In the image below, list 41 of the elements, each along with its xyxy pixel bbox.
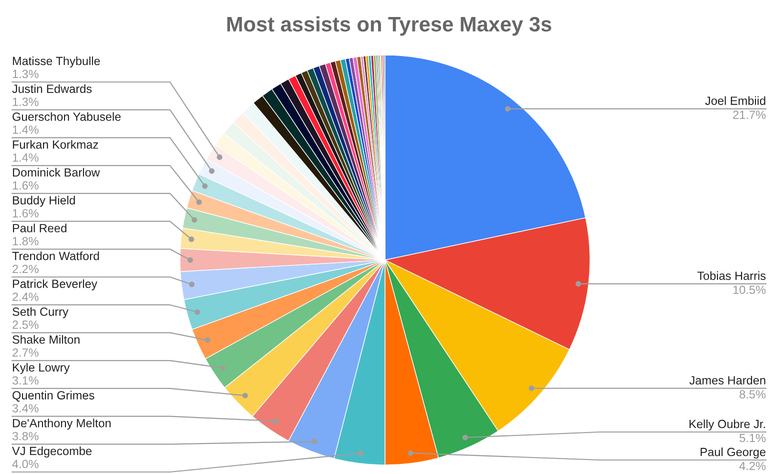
- data-label: 21.7%: [733, 110, 766, 119]
- slice-label: Paul Reed: [12, 224, 66, 232]
- slice-label: Guerschon Yabusele: [12, 112, 121, 121]
- slice-label: Matisse Thybulle: [12, 56, 100, 68]
- slice-label: Paul George: [700, 447, 766, 459]
- slice-label: Trendon Watford: [12, 251, 99, 260]
- slice-label: Tobias Harris: [697, 271, 766, 280]
- data-label: 2.4%: [12, 292, 38, 301]
- data-label: 10.5%: [733, 286, 766, 294]
- data-label: 1.4%: [12, 153, 38, 162]
- slice-label: Patrick Beverley: [12, 279, 98, 290]
- data-label: 1.6%: [12, 181, 38, 190]
- slice-label: Kelly Oubre Jr.: [690, 419, 765, 431]
- slice-label: Justin Edwards: [12, 84, 92, 94]
- data-label: 3.1%: [12, 376, 38, 385]
- data-label: 8.5%: [740, 390, 766, 398]
- slice-label: De'Anthony Melton: [12, 418, 111, 430]
- data-label: 1.3%: [12, 70, 38, 78]
- chart-title: Most assists on Tyrese Maxey 3s: [227, 16, 552, 36]
- data-label: 1.6%: [12, 209, 38, 218]
- data-label: 1.3%: [12, 98, 38, 106]
- slice-label: Buddy Hield: [12, 196, 75, 207]
- data-label: 1.8%: [12, 236, 38, 246]
- slice-label: Quentin Grimes: [12, 390, 94, 402]
- data-label: 2.7%: [12, 348, 38, 357]
- slice-label: Dominick Barlow: [12, 168, 100, 177]
- slice-label: Kyle Lowry: [12, 362, 70, 374]
- data-label: 1.4%: [12, 126, 38, 134]
- data-label: 2.2%: [12, 264, 38, 274]
- data-label: 3.8%: [12, 432, 38, 440]
- data-label: 3.4%: [12, 404, 38, 412]
- slice-label: Furkan Korkmaz: [12, 140, 98, 149]
- data-label: 2.5%: [12, 320, 38, 329]
- slice-label: James Harden: [689, 376, 766, 384]
- slice-label: Joel Embiid: [705, 96, 766, 105]
- slice-label: Seth Curry: [12, 307, 68, 318]
- data-label: 5.1%: [740, 434, 766, 442]
- slice-label: VJ Edgecombe: [12, 446, 92, 458]
- data-label: 4.2%: [739, 462, 766, 470]
- data-label: 4.0%: [12, 460, 38, 468]
- slice-label: Shake Milton: [12, 335, 80, 344]
